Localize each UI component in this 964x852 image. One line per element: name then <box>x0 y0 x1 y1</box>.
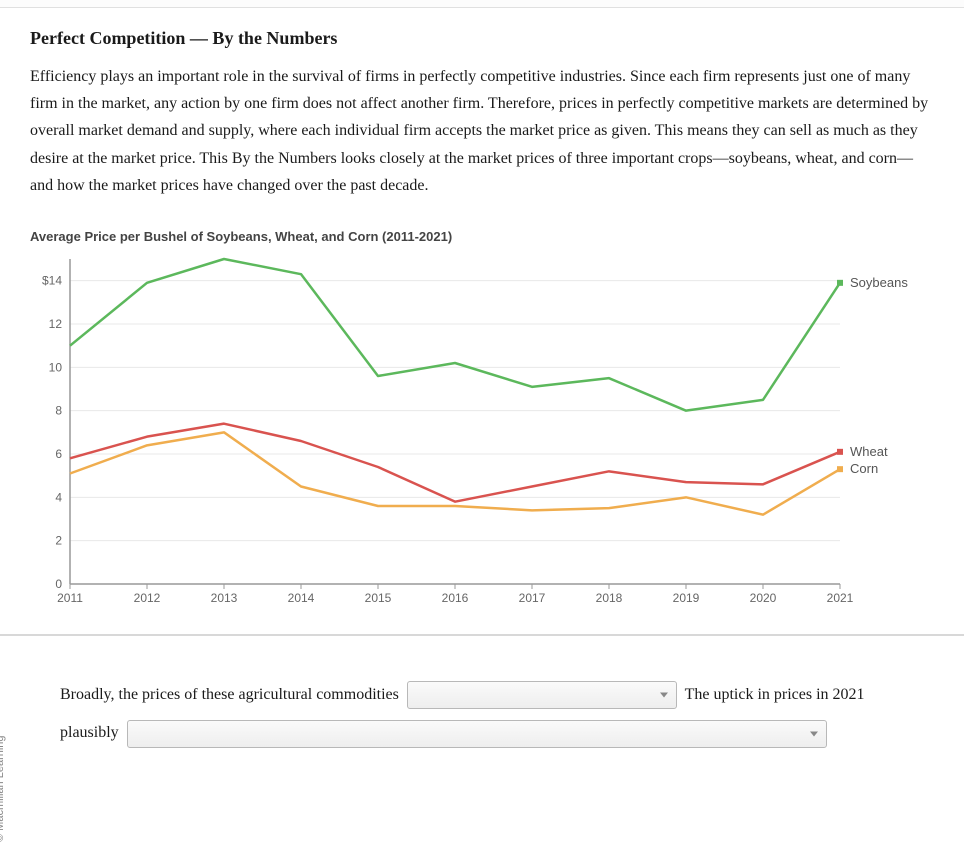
svg-text:2012: 2012 <box>134 591 161 605</box>
top-bar <box>0 0 964 8</box>
svg-text:2014: 2014 <box>288 591 315 605</box>
svg-text:2017: 2017 <box>519 591 546 605</box>
chart-title: Average Price per Bushel of Soybeans, Wh… <box>30 229 934 244</box>
svg-text:2013: 2013 <box>211 591 238 605</box>
chart-svg: 0 2 4 6 8 10 12 $14 2011 2012 2013 2014 2015 2016 2017… <box>30 254 930 614</box>
svg-text:2011: 2011 <box>57 591 83 605</box>
svg-text:2018: 2018 <box>596 591 623 605</box>
svg-text:6: 6 <box>55 447 62 461</box>
question-area: Broadly, the prices of these agricultura… <box>0 636 964 783</box>
svg-text:8: 8 <box>55 404 62 418</box>
content-region: Perfect Competition — By the Numbers Eff… <box>0 8 964 624</box>
line-chart: 0 2 4 6 8 10 12 $14 2011 2012 2013 2014 2015 2016 2017… <box>30 254 930 614</box>
svg-text:12: 12 <box>49 317 63 331</box>
svg-text:2: 2 <box>55 534 62 548</box>
svg-text:4: 4 <box>55 490 62 504</box>
svg-text:2015: 2015 <box>365 591 392 605</box>
svg-text:2021: 2021 <box>827 591 854 605</box>
question-part1: Broadly, the prices of these agricultura… <box>60 686 399 703</box>
svg-text:Soybeans: Soybeans <box>850 275 908 290</box>
dropdown-2021-explanation[interactable] <box>127 720 827 748</box>
copyright-label: © Macmillan Learning <box>0 735 6 842</box>
svg-text:0: 0 <box>55 577 62 591</box>
svg-text:2019: 2019 <box>673 591 700 605</box>
intro-paragraph: Efficiency plays an important role in th… <box>30 63 934 199</box>
svg-text:2016: 2016 <box>442 591 469 605</box>
svg-text:10: 10 <box>49 360 63 374</box>
dropdown-commodity-trend[interactable] <box>407 681 677 709</box>
chevron-down-icon <box>660 693 668 698</box>
svg-text:Corn: Corn <box>850 461 878 476</box>
svg-text:$14: $14 <box>42 274 62 288</box>
section-heading: Perfect Competition — By the Numbers <box>30 28 934 49</box>
svg-text:2020: 2020 <box>750 591 777 605</box>
chevron-down-icon <box>810 731 818 736</box>
svg-text:Wheat: Wheat <box>850 444 888 459</box>
